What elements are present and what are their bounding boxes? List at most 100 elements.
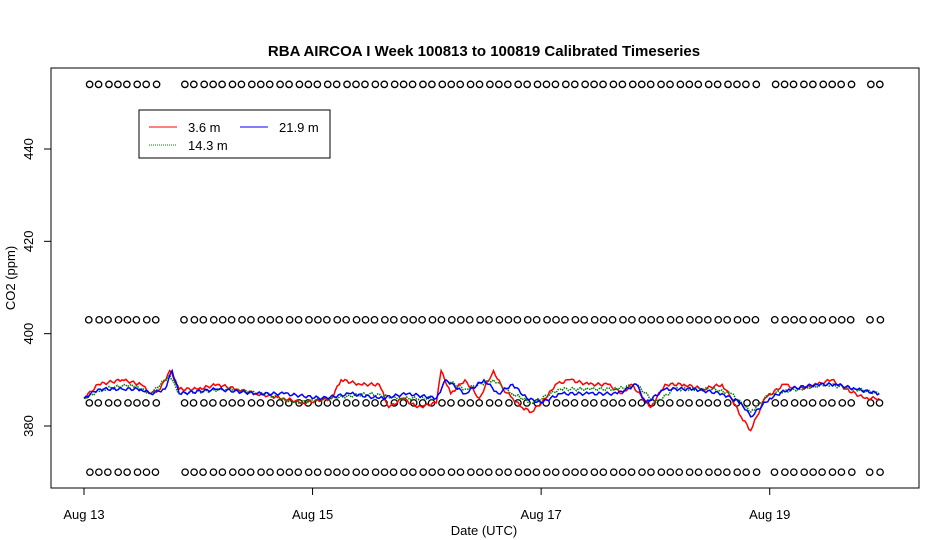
calibration-point (133, 80, 142, 89)
calibration-point (780, 399, 789, 407)
calibration-point (476, 315, 484, 324)
calibration-point (628, 80, 637, 89)
calibration-point (581, 399, 589, 407)
calibration-point (400, 315, 409, 324)
calibration-point (828, 399, 836, 407)
calibration-point (837, 80, 845, 89)
calibration-point (276, 80, 284, 89)
calibration-point (609, 468, 618, 477)
calibration-point (218, 315, 227, 324)
calibration-point (789, 468, 798, 477)
calibration-point (371, 80, 380, 89)
calibration-point (666, 80, 674, 89)
calibration-point (456, 315, 465, 324)
calibration-markers (84, 80, 885, 477)
calibration-point (685, 80, 694, 89)
calibration-point (770, 315, 779, 324)
calibration-point (209, 80, 217, 89)
calibration-point (351, 399, 360, 407)
calibration-point (409, 399, 418, 407)
calibration-point (380, 468, 389, 477)
calibration-point (180, 399, 189, 407)
calibration-point (561, 315, 569, 324)
x-axis-label: Date (UTC) (451, 523, 517, 538)
calibration-point (189, 80, 198, 89)
calibration-point (532, 468, 541, 477)
calibration-point (94, 399, 103, 407)
calibration-point (618, 468, 627, 477)
calibration-point (142, 315, 151, 324)
calibration-point (600, 399, 609, 407)
calibration-point (656, 315, 665, 324)
calibration-point (770, 468, 779, 477)
calibration-point (752, 468, 761, 477)
calibration-point (570, 80, 579, 89)
legend-label-21-9m: 21.9 m (279, 120, 319, 135)
calibration-point (361, 80, 369, 89)
calibration-point (94, 80, 103, 89)
calibration-point (704, 399, 713, 407)
calibration-point (428, 80, 436, 89)
calibration-point (362, 399, 370, 407)
calibration-point (867, 80, 875, 89)
calibration-point (333, 315, 342, 324)
calibration-point (419, 80, 427, 89)
calibration-point (246, 468, 255, 477)
calibration-point (399, 80, 408, 89)
calibration-point (105, 80, 113, 89)
calibration-point (713, 399, 722, 407)
calibration-point (294, 315, 303, 324)
calibration-point (180, 315, 188, 324)
calibration-point (95, 315, 103, 324)
calibration-point (723, 315, 731, 324)
calibration-point (552, 315, 560, 324)
calibration-point (409, 468, 417, 477)
calibration-point (780, 80, 789, 89)
calibration-point (790, 399, 799, 407)
calibration-point (590, 315, 599, 324)
calibration-point (228, 399, 237, 407)
calibration-point (599, 80, 607, 89)
calibration-point (714, 468, 722, 477)
calibration-point (86, 468, 94, 477)
calibration-point (799, 315, 807, 324)
calibration-point (704, 80, 713, 89)
calibration-point (343, 80, 351, 89)
calibration-point (551, 80, 560, 89)
calibration-point (152, 399, 161, 407)
calibration-point (589, 399, 598, 407)
calibration-point (438, 399, 446, 407)
calibration-point (581, 80, 589, 89)
calibration-point (218, 80, 226, 89)
calibration-point (237, 468, 246, 477)
calibration-point (618, 80, 627, 89)
calibration-point (638, 468, 646, 477)
calibration-point (638, 315, 647, 324)
calibration-point (285, 315, 294, 324)
calibration-point (847, 399, 856, 407)
calibration-point (209, 399, 217, 407)
calibration-point (133, 468, 142, 477)
calibration-point (590, 468, 599, 477)
calibration-point (456, 80, 465, 89)
calibration-point (466, 399, 475, 407)
calibration-point (428, 315, 437, 324)
calibration-point (818, 315, 827, 324)
calibration-point (646, 80, 655, 89)
calibration-point (703, 315, 712, 324)
calibration-point (819, 399, 827, 407)
calibration-point (723, 468, 731, 477)
calibration-point (256, 399, 265, 407)
legend: 3.6 m 14.3 m 21.9 m (138, 109, 331, 159)
calibration-point (513, 315, 522, 324)
calibration-point (705, 468, 713, 477)
calibration-point (800, 80, 808, 89)
calibration-point (561, 399, 570, 407)
calibration-point (371, 468, 380, 477)
calibration-point (124, 399, 132, 407)
calibration-point (733, 315, 742, 324)
calibration-point (447, 468, 456, 477)
y-tick-label: 380 (21, 415, 36, 437)
calibration-point (114, 80, 122, 89)
calibration-point (503, 80, 512, 89)
